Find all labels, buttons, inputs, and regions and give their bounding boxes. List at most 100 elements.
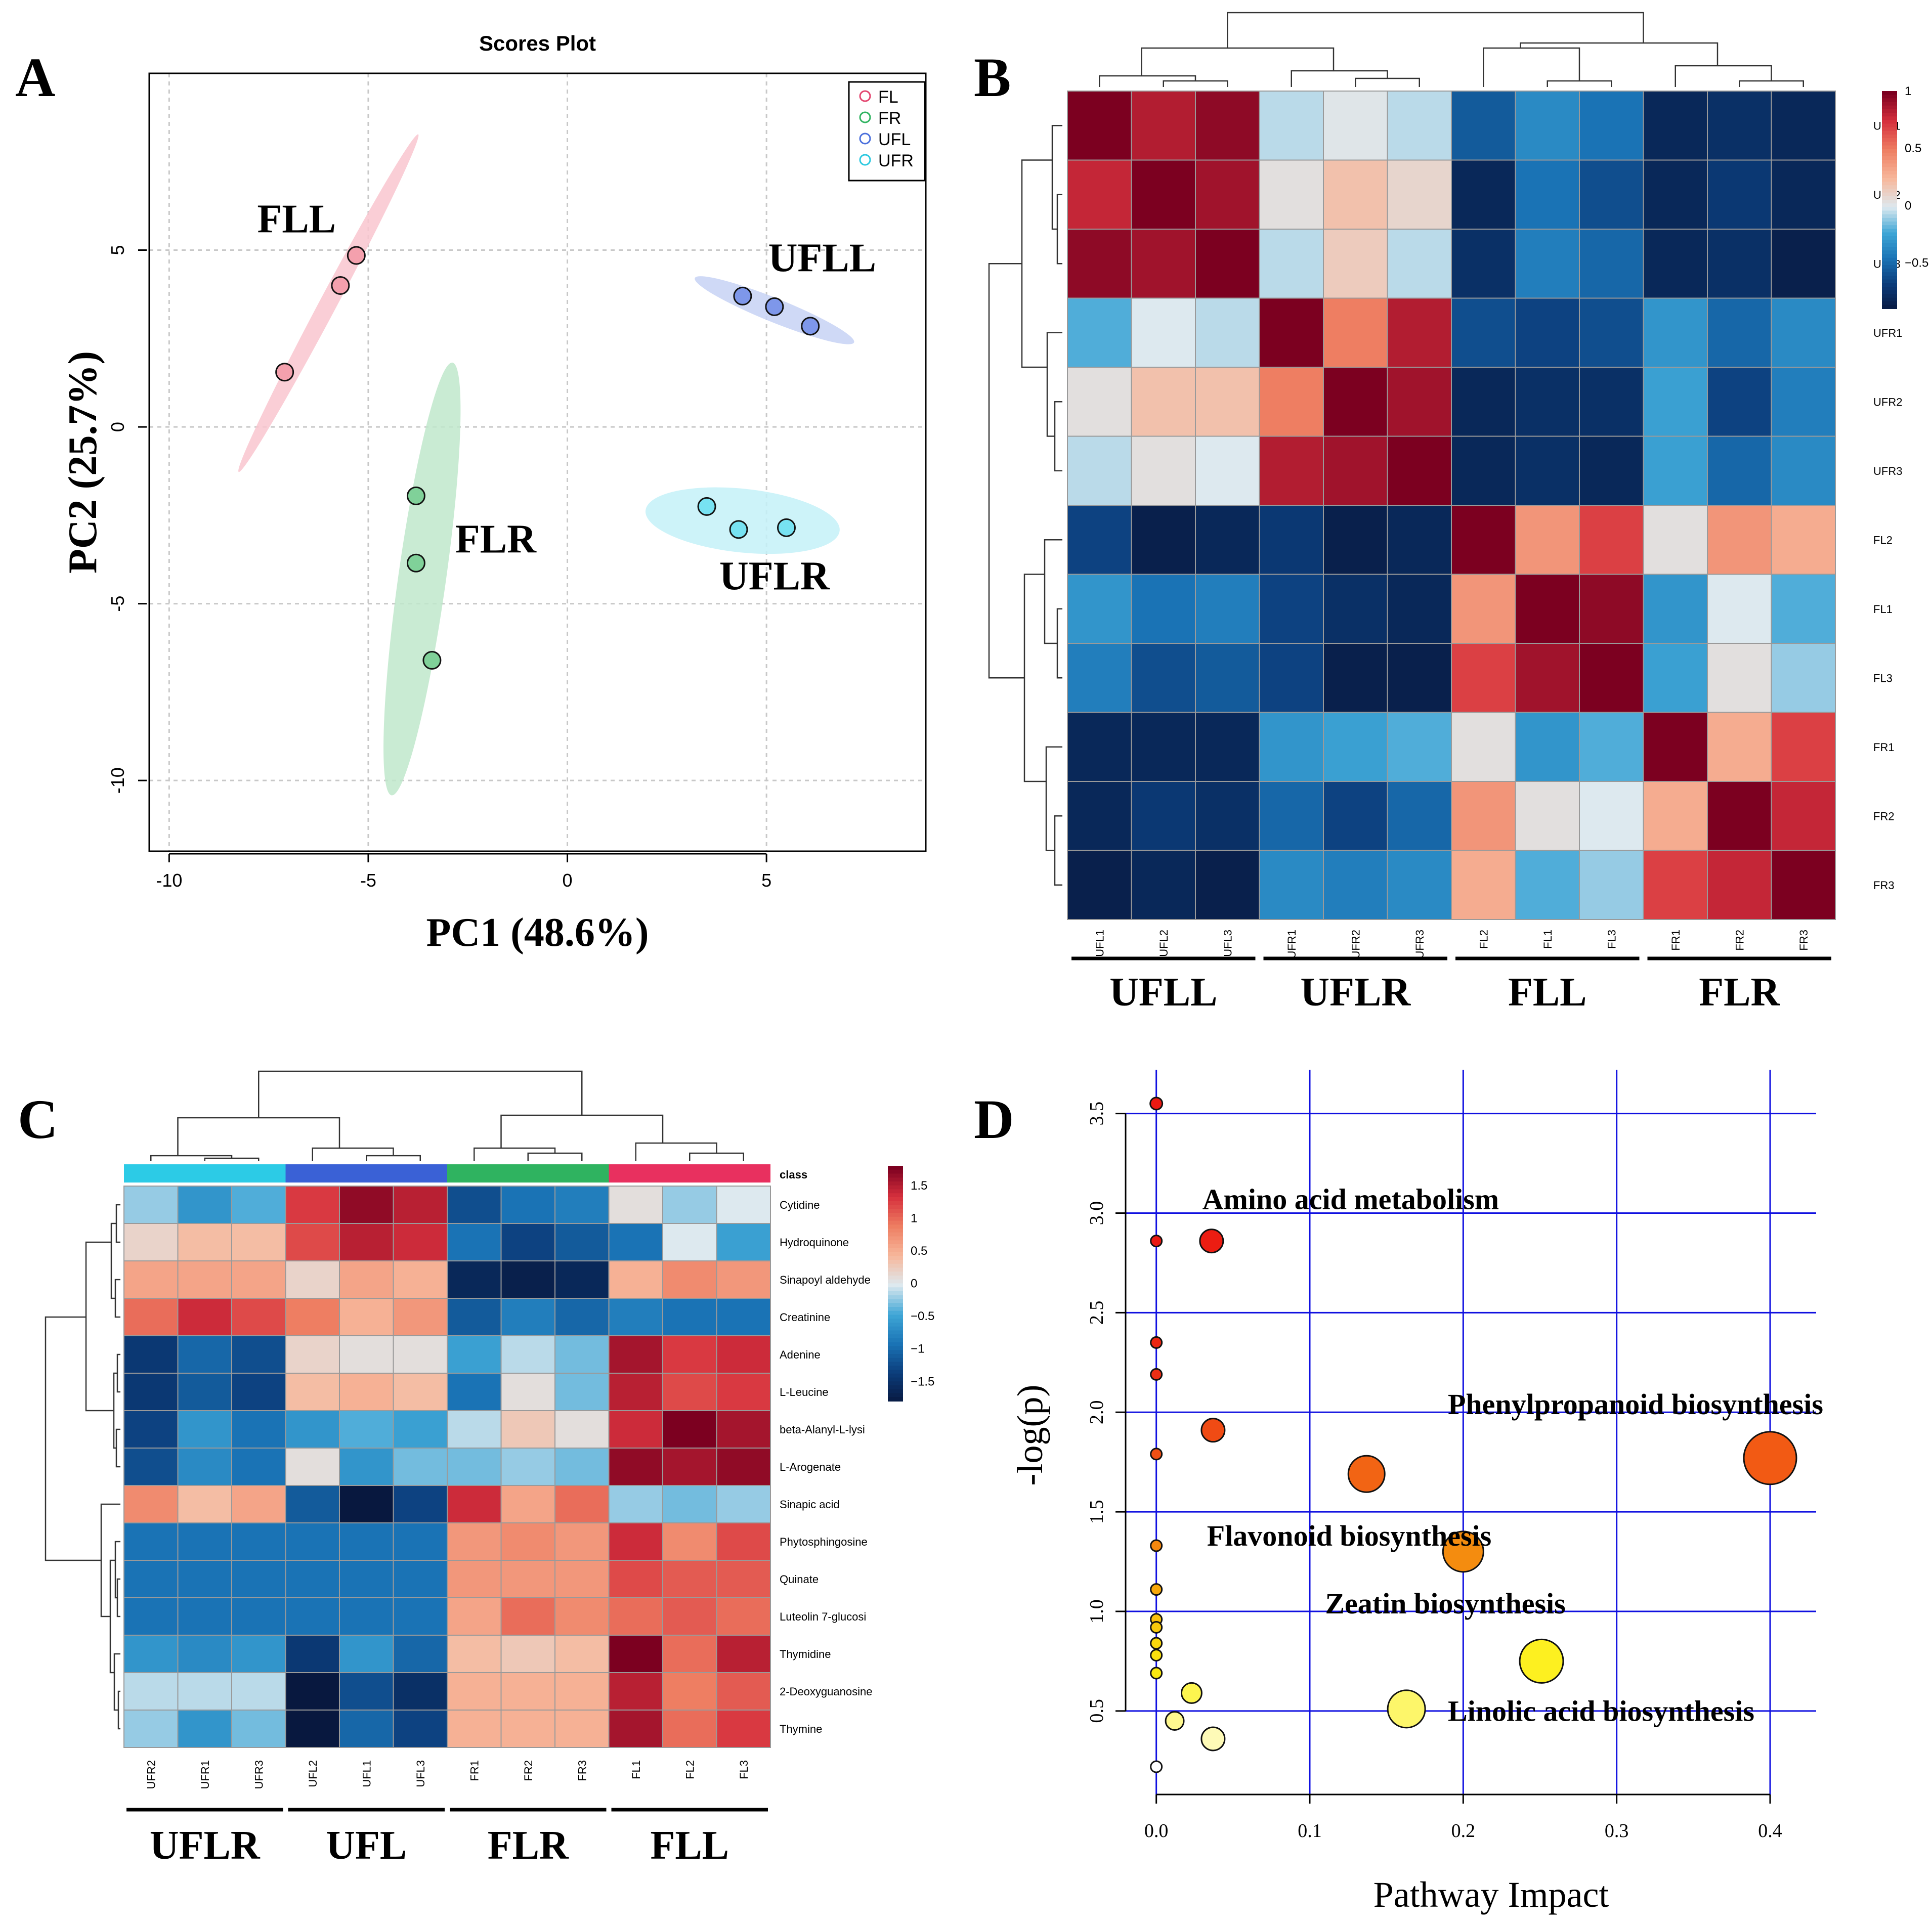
legend-label-fl: FL	[878, 87, 898, 107]
heatmap-cell	[1323, 159, 1388, 230]
heatmap-cell	[447, 1597, 502, 1636]
color-scale-segment	[1882, 123, 1897, 128]
heatmap-cell	[339, 1373, 394, 1411]
heatmap-cell	[554, 1448, 610, 1486]
color-scale-segment	[1882, 272, 1897, 277]
pathway-point	[1150, 1336, 1163, 1349]
col-label: UFL2	[307, 1760, 319, 1787]
heatmap-cell	[231, 1448, 286, 1486]
panel-letter-a: A	[15, 47, 55, 108]
legend-label-ufr: UFR	[878, 151, 914, 170]
pathway-point	[1150, 1667, 1163, 1680]
heatmap-cell	[1259, 850, 1324, 920]
heatmap-cell	[123, 1560, 179, 1598]
group-annotation: UFLL	[768, 236, 876, 280]
point-fl	[331, 276, 350, 295]
heatmap-cell	[500, 1672, 555, 1711]
heatmap-cell	[1451, 574, 1516, 644]
row-label: Thymidine	[780, 1648, 831, 1660]
class-color-bar	[124, 1164, 286, 1183]
heatmap-cell	[231, 1410, 286, 1449]
row-dendrogram-branch	[85, 1241, 114, 1412]
color-scale-tick: 0.5	[1905, 142, 1921, 155]
pathway-point	[1347, 1455, 1386, 1493]
heatmap-cell	[662, 1672, 717, 1711]
color-scale-segment	[1882, 145, 1897, 150]
color-scale-segment	[1882, 200, 1897, 204]
row-label: FR1	[1873, 741, 1895, 754]
color-scale-segment	[888, 1303, 903, 1307]
heatmap-cell	[1067, 850, 1132, 920]
heatmap-cell	[1579, 505, 1644, 575]
heatmap-cell	[177, 1373, 232, 1411]
heatmap-cell	[1771, 367, 1836, 437]
legend-marker-ufl	[859, 133, 871, 145]
heatmap-cell	[393, 1223, 448, 1261]
x-tick-label: 0.4	[1758, 1820, 1782, 1842]
heatmap-cell	[716, 1560, 771, 1598]
color-scale-segment	[888, 1216, 903, 1221]
col-label: FL1	[1541, 930, 1554, 949]
heatmap-cell	[285, 1448, 340, 1486]
heatmap-cell	[1259, 297, 1324, 368]
heatmap-cell	[608, 1560, 663, 1598]
heatmap-cell	[1259, 435, 1324, 506]
color-scale-segment	[1882, 167, 1897, 171]
color-scale-segment	[1882, 98, 1897, 103]
x-tick-label: 0.0	[1144, 1820, 1169, 1842]
heatmap-cell	[1195, 91, 1260, 161]
heatmap-cell	[1323, 435, 1388, 506]
heatmap-cell	[285, 1335, 340, 1374]
panel-letter-c: C	[18, 1088, 58, 1150]
heatmap-cell	[1451, 229, 1516, 299]
pathway-point	[1150, 1539, 1163, 1552]
heatmap-cell	[285, 1710, 340, 1748]
heatmap-cell	[1387, 574, 1452, 644]
heatmap-cell	[1707, 297, 1772, 368]
heatmap-cell	[339, 1635, 394, 1673]
color-scale-tick: −1	[911, 1342, 924, 1356]
color-scale-tick: 1.5	[911, 1179, 927, 1193]
heatmap-cell	[1323, 91, 1388, 161]
heatmap-cell	[554, 1485, 610, 1523]
row-label: Adenine	[780, 1348, 821, 1361]
row-dendrogram-branch	[1054, 815, 1062, 886]
col-label: UFR3	[1413, 930, 1426, 958]
col-label: FL3	[738, 1760, 750, 1779]
heatmap-cell	[608, 1373, 663, 1411]
heatmap-cell	[339, 1485, 394, 1523]
row-label: FR2	[1873, 810, 1895, 822]
heatmap-cell	[1067, 229, 1132, 299]
heatmap-cell	[1771, 781, 1836, 851]
heatmap-cell	[1067, 367, 1132, 437]
heatmap-cell	[608, 1635, 663, 1673]
color-scale-segment	[1882, 276, 1897, 280]
col-label: UFL1	[1093, 930, 1106, 957]
color-scale-segment	[888, 1197, 903, 1202]
heatmap-cell	[177, 1223, 232, 1261]
color-scale-segment	[888, 1263, 903, 1268]
heatmap-cell	[500, 1186, 555, 1224]
col-label: UFR2	[1349, 930, 1362, 958]
pathway-point	[1199, 1229, 1224, 1254]
heatmap-cell	[1131, 643, 1196, 713]
heatmap-cell	[285, 1485, 340, 1523]
heatmap-cell	[1579, 91, 1644, 161]
y-axis-label: PC2 (25.7%)	[61, 351, 105, 574]
heatmap-cell	[339, 1560, 394, 1598]
group-label: UFLR	[1300, 970, 1411, 1015]
heatmap-cell	[1771, 91, 1836, 161]
heatmap-cell	[123, 1373, 179, 1411]
color-scale-segment	[1882, 116, 1897, 121]
color-scale-segment	[1882, 301, 1897, 305]
col-dendrogram-branch	[1547, 80, 1612, 87]
class-color-bar	[609, 1164, 770, 1183]
heatmap-cell	[608, 1260, 663, 1299]
color-scale-segment	[1882, 279, 1897, 284]
color-scale-segment	[888, 1346, 903, 1351]
heatmap-cell	[1259, 712, 1324, 782]
heatmap-cell	[662, 1335, 717, 1374]
color-scale-segment	[1882, 207, 1897, 211]
x-tick-label: 0.3	[1605, 1820, 1629, 1842]
